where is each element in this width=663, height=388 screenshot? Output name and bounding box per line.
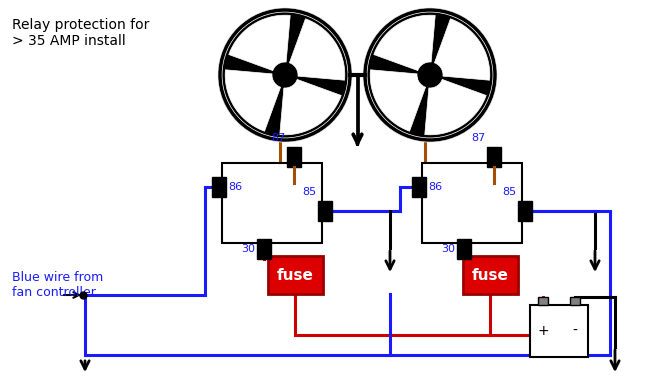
Bar [538, 297, 548, 305]
Circle shape [278, 69, 292, 81]
Circle shape [365, 10, 495, 140]
Bar [530, 305, 588, 357]
Text: Relay protection for
> 35 AMP install: Relay protection for > 35 AMP install [12, 18, 149, 48]
Text: 87: 87 [471, 133, 485, 143]
Polygon shape [280, 80, 341, 135]
Polygon shape [290, 19, 345, 80]
Text: 85: 85 [302, 187, 316, 197]
Bar [457, 239, 471, 259]
Bar [487, 147, 501, 167]
Bar [463, 256, 518, 294]
Text: -: - [573, 324, 577, 338]
Bar [412, 177, 426, 197]
Text: 30: 30 [241, 244, 255, 254]
Bar [518, 201, 532, 221]
Text: fuse: fuse [471, 267, 509, 282]
Text: FAN 2: FAN 2 [383, 76, 418, 87]
Polygon shape [229, 15, 290, 71]
Polygon shape [370, 70, 426, 131]
Bar [570, 297, 580, 305]
Polygon shape [425, 80, 486, 135]
Text: Blue wire from
fan controller: Blue wire from fan controller [12, 271, 103, 299]
Bar [257, 239, 271, 259]
Text: fuse: fuse [276, 267, 314, 282]
Bar [318, 201, 332, 221]
Bar [212, 177, 226, 197]
Text: 86: 86 [428, 182, 442, 192]
Bar [422, 163, 522, 243]
Bar [287, 147, 301, 167]
Circle shape [424, 69, 436, 81]
Text: 87: 87 [271, 133, 285, 143]
Text: FAN 1: FAN 1 [238, 76, 274, 87]
Text: 85: 85 [502, 187, 516, 197]
Text: 86: 86 [228, 182, 242, 192]
Polygon shape [434, 19, 490, 80]
Text: 30: 30 [441, 244, 455, 254]
Circle shape [220, 10, 350, 140]
Polygon shape [374, 15, 435, 71]
Bar [267, 256, 322, 294]
Text: +: + [537, 324, 549, 338]
Bar [222, 163, 322, 243]
Polygon shape [225, 70, 280, 131]
